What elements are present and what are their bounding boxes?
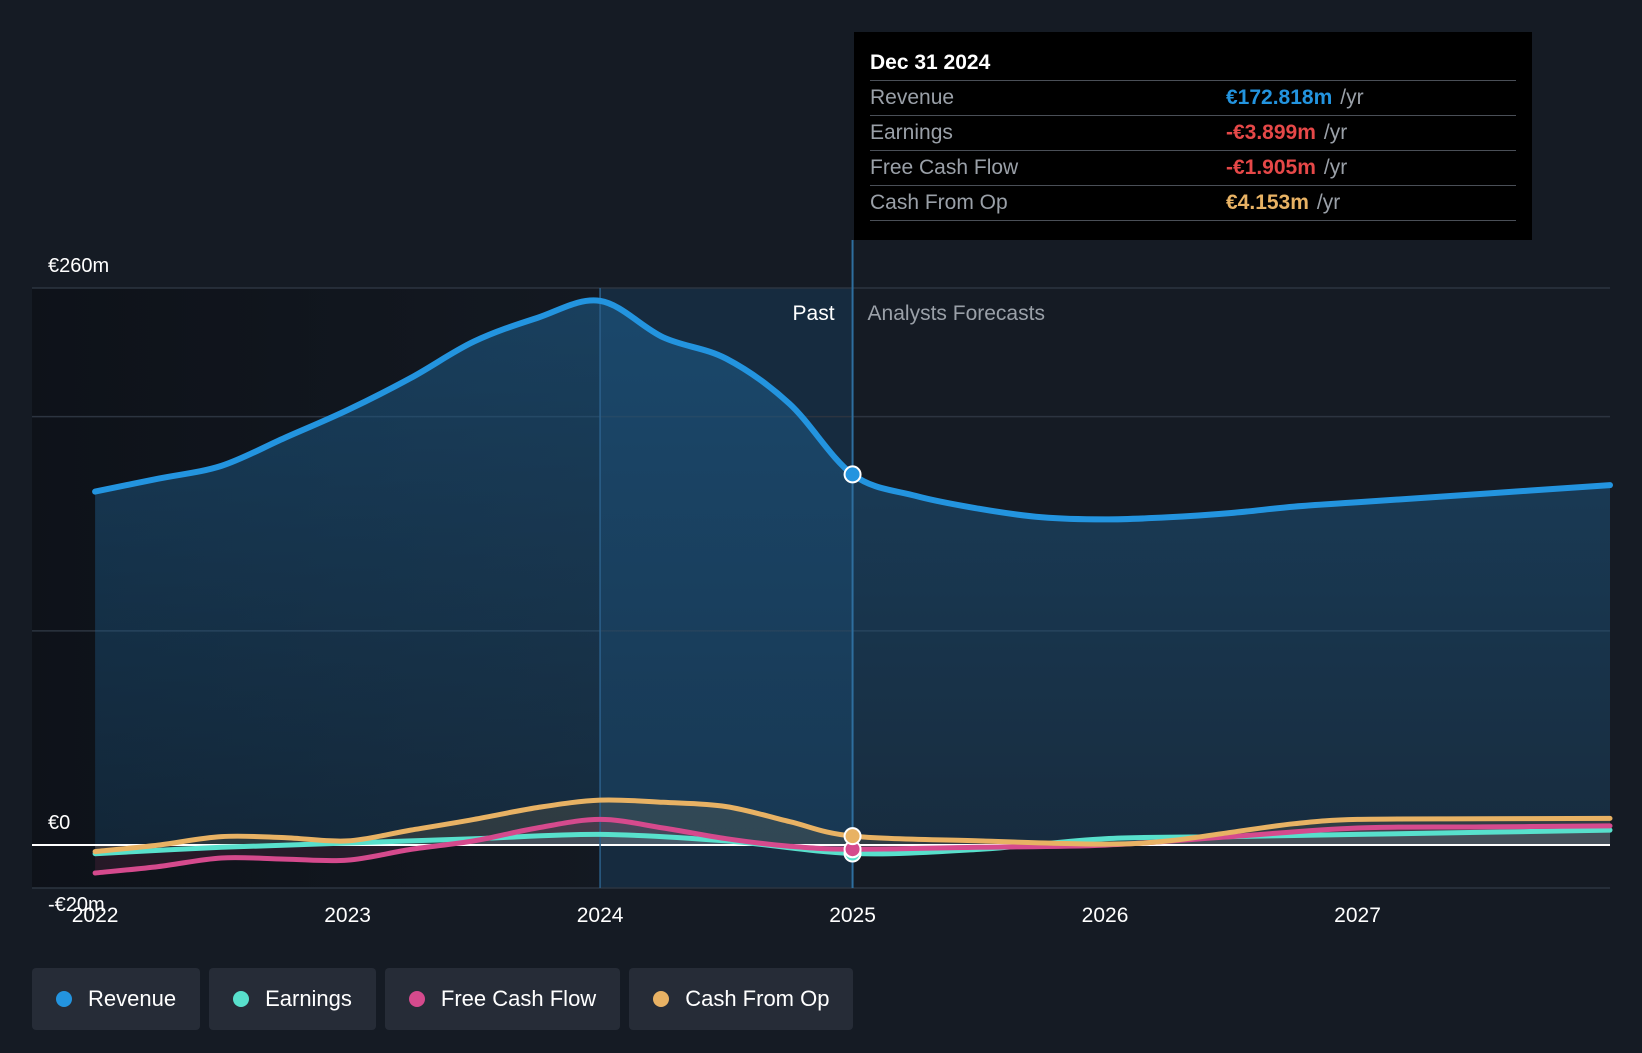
tooltip-unit: /yr [1316, 191, 1341, 214]
x-tick-label: 2023 [324, 904, 371, 927]
tooltip: Dec 31 2024 Revenue €172.818m /yr Earnin… [854, 32, 1532, 240]
legend-item-free-cash-flow[interactable]: Free Cash Flow [384, 968, 621, 1030]
legend-label: Cash From Op [685, 986, 830, 1011]
tooltip-value: €172.818m [1226, 86, 1333, 109]
legend-item-cash-from-op[interactable]: Cash From Op [629, 968, 854, 1030]
legend-dot-icon [408, 991, 425, 1007]
legend-label: Earnings [265, 986, 352, 1011]
series-line-cash-from-op [92, 797, 1613, 855]
legend-dot-icon [653, 991, 670, 1007]
y-tick-label: €0 [48, 812, 70, 834]
legend-dot-icon [233, 991, 250, 1007]
x-tick-label: 2025 [829, 904, 876, 927]
x-tick-label: 2024 [577, 904, 624, 927]
y-tick-label: -€20m [48, 894, 105, 916]
tooltip-date: Dec 31 2024 [870, 46, 1516, 81]
tooltip-row-cash-from-op: Cash From Op €4.153m /yr [870, 186, 1516, 221]
tooltip-label: Revenue [870, 86, 955, 109]
legend: Revenue Earnings Free Cash Flow Cash Fro… [32, 968, 862, 1030]
tooltip-label: Earnings [870, 121, 953, 144]
legend-dot-icon [56, 991, 72, 1007]
x-tick-label: 2026 [1082, 904, 1129, 927]
past-label: Past [793, 302, 835, 325]
series-line-free-cash-flow [92, 816, 1613, 876]
tooltip-row-revenue: Revenue €172.818m /yr [870, 81, 1516, 116]
forecast-label: Analysts Forecasts [868, 302, 1045, 325]
y-tick-label: €260m [48, 255, 109, 277]
tooltip-row-free-cash-flow: Free Cash Flow -€1.905m /yr [870, 151, 1516, 186]
tooltip-value: -€3.899m [1226, 121, 1316, 144]
legend-item-revenue[interactable]: Revenue [32, 968, 201, 1030]
marker-cash-from-op [843, 827, 862, 846]
tooltip-unit: /yr [1323, 156, 1348, 179]
tooltip-unit: /yr [1323, 121, 1348, 144]
tooltip-label: Free Cash Flow [870, 156, 1019, 179]
series-line-revenue [92, 297, 1613, 523]
tooltip-unit: /yr [1340, 86, 1364, 109]
tooltip-label: Cash From Op [870, 191, 1008, 214]
legend-label: Revenue [88, 986, 177, 1011]
tooltip-row-earnings: Earnings -€3.899m /yr [870, 116, 1516, 151]
tooltip-value: -€1.905m [1226, 156, 1316, 179]
tooltip-value: €4.153m [1226, 191, 1309, 214]
legend-item-earnings[interactable]: Earnings [209, 968, 376, 1030]
marker-revenue [843, 465, 862, 484]
legend-label: Free Cash Flow [440, 986, 597, 1011]
x-tick-label: 2022 [72, 904, 119, 927]
x-tick-label: 2027 [1334, 904, 1381, 927]
